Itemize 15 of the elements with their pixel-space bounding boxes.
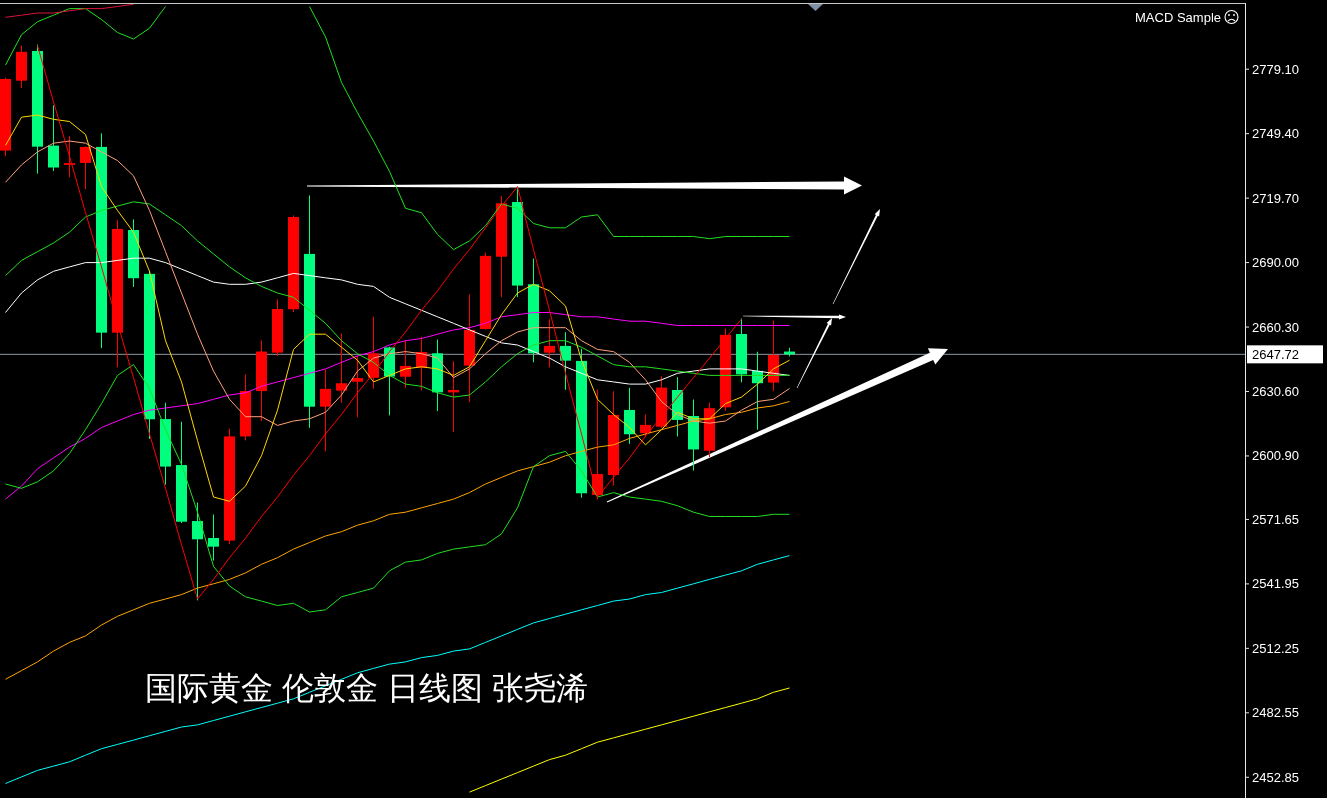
- y-tick-label: 2779.10: [1252, 61, 1299, 77]
- y-tick-label: 2600.90: [1252, 448, 1299, 464]
- y-tick-label: 2512.25: [1252, 640, 1299, 656]
- y-tick-label: 2541.95: [1252, 576, 1299, 592]
- y-tick-label: 2452.85: [1252, 769, 1299, 785]
- y-tick-label: 2719.70: [1252, 190, 1299, 206]
- y-tick-label: 2660.30: [1252, 319, 1299, 335]
- ref-line-label: 2647.72: [1252, 346, 1299, 362]
- ref-line-label: 2647.72: [1247, 345, 1323, 364]
- y-tick-label: 2482.55: [1252, 705, 1299, 721]
- y-tick-label: 2749.40: [1252, 126, 1299, 142]
- y-tick-label: 2690.00: [1252, 255, 1299, 271]
- y-tick-label: 2630.60: [1252, 384, 1299, 399]
- annotation: MACD Sample: [1135, 9, 1221, 25]
- y-tick-label: 2571.65: [1252, 511, 1299, 527]
